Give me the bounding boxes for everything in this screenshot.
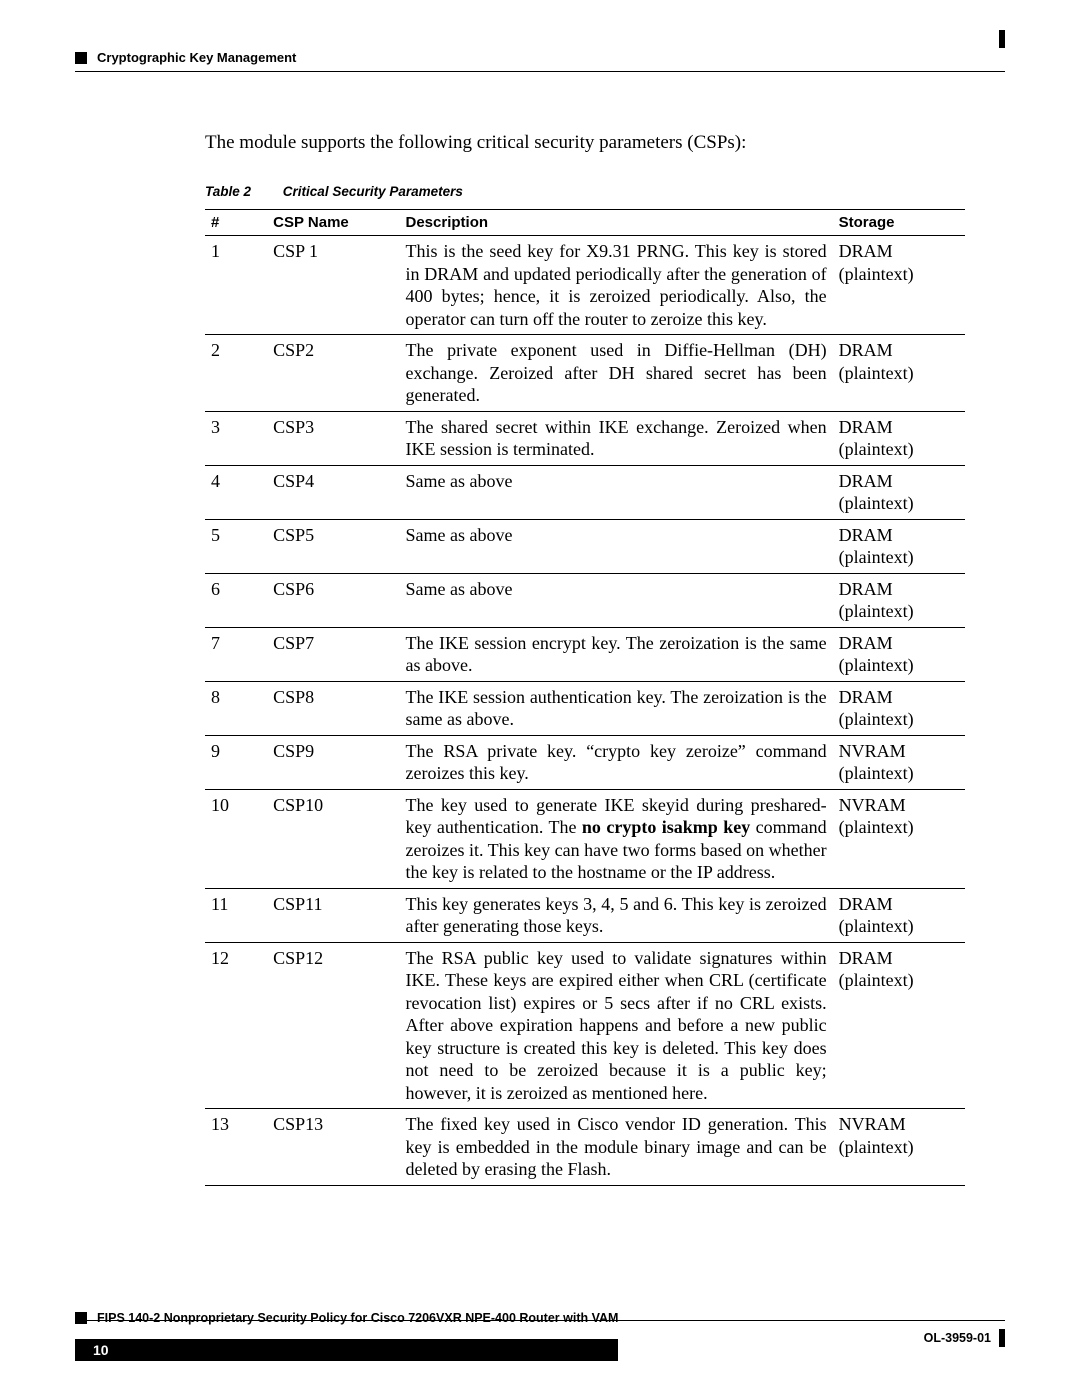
cell-storage: DRAM (plaintext) bbox=[833, 573, 965, 627]
cell-name: CSP7 bbox=[267, 627, 399, 681]
cell-name: CSP6 bbox=[267, 573, 399, 627]
footer-doc-title: FIPS 140-2 Nonproprietary Security Polic… bbox=[97, 1311, 618, 1325]
cell-desc: Same as above bbox=[400, 519, 833, 573]
cell-desc: The RSA private key. “crypto key zeroize… bbox=[400, 735, 833, 789]
cell-num: 4 bbox=[205, 465, 267, 519]
cell-desc: The IKE session encrypt key. The zeroiza… bbox=[400, 627, 833, 681]
cell-desc: The private exponent used in Diffie-Hell… bbox=[400, 335, 833, 412]
cell-storage: DRAM (plaintext) bbox=[833, 411, 965, 465]
cell-desc: The shared secret within IKE exchange. Z… bbox=[400, 411, 833, 465]
cell-name: CSP5 bbox=[267, 519, 399, 573]
cell-num: 2 bbox=[205, 335, 267, 412]
table-row: 1CSP 1This is the seed key for X9.31 PRN… bbox=[205, 236, 965, 335]
footer: FIPS 140-2 Nonproprietary Security Polic… bbox=[75, 1311, 1005, 1361]
cell-desc: The RSA public key used to validate sign… bbox=[400, 942, 833, 1109]
cell-name: CSP12 bbox=[267, 942, 399, 1109]
cell-name: CSP11 bbox=[267, 888, 399, 942]
page-number: 10 bbox=[75, 1339, 618, 1361]
cell-storage: DRAM (plaintext) bbox=[833, 627, 965, 681]
cell-name: CSP2 bbox=[267, 335, 399, 412]
cell-num: 6 bbox=[205, 573, 267, 627]
cell-storage: NVRAM (plaintext) bbox=[833, 735, 965, 789]
cell-num: 3 bbox=[205, 411, 267, 465]
table-title: Critical Security Parameters bbox=[283, 184, 463, 199]
table-number: Table 2 bbox=[205, 184, 251, 199]
cell-num: 11 bbox=[205, 888, 267, 942]
cell-desc: This key generates keys 3, 4, 5 and 6. T… bbox=[400, 888, 833, 942]
cell-num: 5 bbox=[205, 519, 267, 573]
cell-num: 12 bbox=[205, 942, 267, 1109]
cell-desc: Same as above bbox=[400, 573, 833, 627]
table-header-row: # CSP Name Description Storage bbox=[205, 210, 965, 236]
table-row: 3CSP3The shared secret within IKE exchan… bbox=[205, 411, 965, 465]
cell-name: CSP3 bbox=[267, 411, 399, 465]
table-row: 6CSP6Same as aboveDRAM (plaintext) bbox=[205, 573, 965, 627]
cell-storage: DRAM (plaintext) bbox=[833, 519, 965, 573]
table-row: 9CSP9The RSA private key. “crypto key ze… bbox=[205, 735, 965, 789]
table-row: 13CSP13The fixed key used in Cisco vendo… bbox=[205, 1109, 965, 1186]
table-row: 10CSP10The key used to generate IKE skey… bbox=[205, 789, 965, 888]
cell-desc: The key used to generate IKE skeyid duri… bbox=[400, 789, 833, 888]
footer-crop-mark bbox=[999, 1329, 1005, 1347]
cell-storage: DRAM (plaintext) bbox=[833, 942, 965, 1109]
table-row: 8CSP8The IKE session authentication key.… bbox=[205, 681, 965, 735]
cell-num: 7 bbox=[205, 627, 267, 681]
cell-storage: NVRAM (plaintext) bbox=[833, 789, 965, 888]
cell-storage: DRAM (plaintext) bbox=[833, 236, 965, 335]
table-row: 5CSP5Same as aboveDRAM (plaintext) bbox=[205, 519, 965, 573]
table-row: 11CSP11This key generates keys 3, 4, 5 a… bbox=[205, 888, 965, 942]
col-name: CSP Name bbox=[267, 210, 399, 236]
intro-paragraph: The module supports the following critic… bbox=[205, 132, 1005, 154]
cell-desc: The fixed key used in Cisco vendor ID ge… bbox=[400, 1109, 833, 1186]
cell-num: 13 bbox=[205, 1109, 267, 1186]
cell-num: 9 bbox=[205, 735, 267, 789]
csp-table: # CSP Name Description Storage 1CSP 1Thi… bbox=[205, 209, 965, 1186]
footer-square-icon bbox=[75, 1312, 87, 1324]
section-title: Cryptographic Key Management bbox=[97, 50, 296, 65]
cell-storage: NVRAM (plaintext) bbox=[833, 1109, 965, 1186]
cell-storage: DRAM (plaintext) bbox=[833, 888, 965, 942]
cell-desc: Same as above bbox=[400, 465, 833, 519]
table-row: 4CSP4Same as aboveDRAM (plaintext) bbox=[205, 465, 965, 519]
col-desc: Description bbox=[400, 210, 833, 236]
cell-storage: DRAM (plaintext) bbox=[833, 465, 965, 519]
cell-name: CSP13 bbox=[267, 1109, 399, 1186]
cell-num: 8 bbox=[205, 681, 267, 735]
cell-name: CSP8 bbox=[267, 681, 399, 735]
cell-storage: DRAM (plaintext) bbox=[833, 681, 965, 735]
col-num: # bbox=[205, 210, 267, 236]
crop-mark bbox=[999, 30, 1005, 48]
cell-desc: The IKE session authentication key. The … bbox=[400, 681, 833, 735]
header-rule bbox=[75, 71, 1005, 72]
header-square-icon bbox=[75, 52, 87, 64]
cell-name: CSP 1 bbox=[267, 236, 399, 335]
cell-storage: DRAM (plaintext) bbox=[833, 335, 965, 412]
cell-name: CSP4 bbox=[267, 465, 399, 519]
running-header: Cryptographic Key Management bbox=[75, 50, 1005, 65]
table-row: 12CSP12The RSA public key used to valida… bbox=[205, 942, 965, 1109]
table-caption: Table 2 Critical Security Parameters bbox=[205, 184, 1005, 199]
cell-name: CSP9 bbox=[267, 735, 399, 789]
col-stor: Storage bbox=[833, 210, 965, 236]
cell-num: 10 bbox=[205, 789, 267, 888]
cell-desc: This is the seed key for X9.31 PRNG. Thi… bbox=[400, 236, 833, 335]
cell-name: CSP10 bbox=[267, 789, 399, 888]
table-row: 2CSP2The private exponent used in Diffie… bbox=[205, 335, 965, 412]
table-row: 7CSP7The IKE session encrypt key. The ze… bbox=[205, 627, 965, 681]
cell-num: 1 bbox=[205, 236, 267, 335]
footer-doc-id: OL-3959-01 bbox=[924, 1331, 991, 1345]
